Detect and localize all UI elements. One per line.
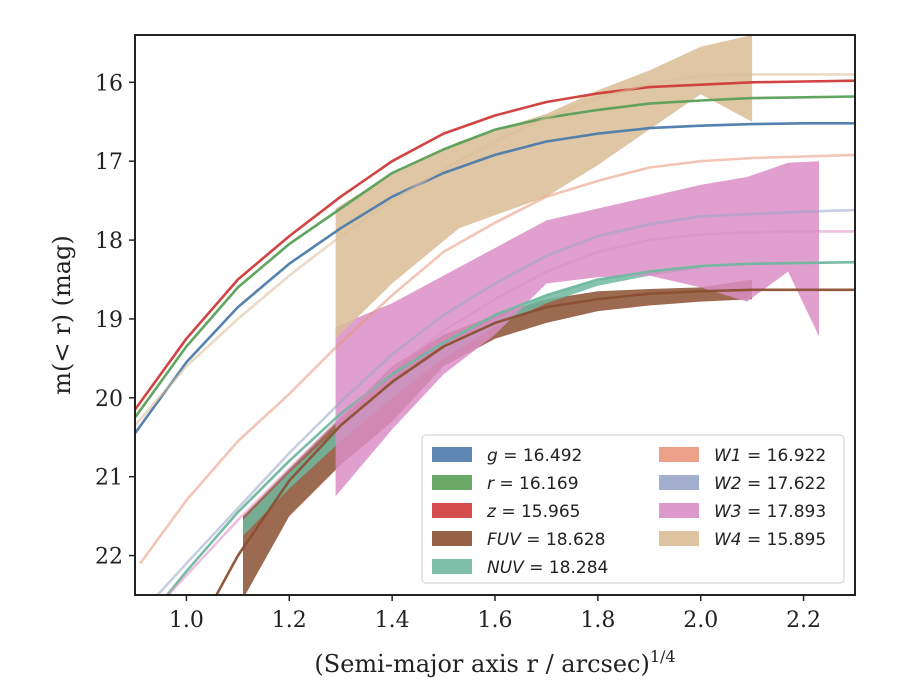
legend-swatch: [432, 447, 472, 462]
y-tick-label: 19: [95, 308, 123, 333]
legend-swatch: [432, 559, 472, 574]
legend-label: r = 16.169: [487, 474, 579, 494]
line-layer: [135, 73, 855, 595]
x-tick-label: 1.0: [169, 608, 204, 633]
series-line-w4: [135, 73, 855, 427]
series-line-z: [135, 79, 855, 411]
series-line-fuv: [214, 288, 855, 595]
legend-swatch: [432, 531, 472, 546]
x-axis-title-text: (Semi-major axis r / arcsec): [314, 650, 649, 678]
legend-label: NUV = 18.284: [487, 558, 608, 578]
band-w4: [335, 35, 753, 339]
legend-label: W2 = 17.622: [714, 474, 826, 494]
legend-swatch: [659, 475, 699, 490]
series-line-r: [135, 95, 855, 419]
y-tick-label: 21: [95, 466, 123, 491]
y-tick-label: 22: [95, 545, 123, 570]
legend-swatch: [432, 475, 472, 490]
band-w3: [335, 161, 819, 497]
legend-item-w2: W2 = 17.622: [659, 474, 826, 494]
y-axis: 16 17 18 19 20 21 22: [95, 71, 135, 570]
legend-item-w1: W1 = 16.922: [659, 446, 826, 466]
legend: g = 16.492 r = 16.169 z = 15.965 FUV = 18.6…: [421, 434, 845, 584]
x-tick-label: 1.8: [580, 608, 615, 633]
legend-label: W3 = 17.893: [714, 502, 826, 522]
y-tick-label: 16: [95, 71, 123, 96]
legend-item-z: z = 15.965: [432, 502, 580, 522]
legend-item-g: g = 16.492: [432, 446, 582, 466]
legend-swatch: [659, 531, 699, 546]
legend-swatch: [432, 503, 472, 518]
y-tick-label: 18: [95, 229, 123, 254]
x-axis-title-superscript: 1/4: [650, 647, 676, 666]
y-tick-label: 17: [95, 150, 123, 175]
legend-label: FUV = 18.628: [487, 530, 605, 550]
legend-swatch: [659, 447, 699, 462]
x-tick-label: 2.2: [786, 608, 821, 633]
series-line-w1: [139, 153, 855, 565]
legend-label: g = 16.492: [487, 446, 582, 466]
legend-item-nuv: NUV = 18.284: [432, 558, 608, 578]
series-line-w2: [155, 208, 855, 595]
legend-label: z = 15.965: [486, 502, 580, 522]
series-line-g: [135, 122, 855, 435]
legend-label: W4 = 15.895: [714, 530, 826, 550]
x-axis: 1.0 1.2 1.4 1.6 1.8 2.0 2.2: [169, 595, 821, 633]
y-axis-title: m(< r) (mag): [48, 235, 76, 394]
series-line-w3: [166, 230, 855, 595]
legend-item-w4: W4 = 15.895: [659, 530, 826, 550]
legend-swatch: [659, 503, 699, 518]
x-axis-title: (Semi-major axis r / arcsec)1/4: [314, 647, 675, 678]
x-tick-label: 2.0: [683, 608, 718, 633]
legend-item-w3: W3 = 17.893: [659, 502, 826, 522]
x-tick-label: 1.4: [375, 608, 410, 633]
x-tick-label: 1.2: [272, 608, 307, 633]
series-line-nuv: [165, 260, 855, 595]
legend-label: W1 = 16.922: [714, 446, 826, 466]
x-tick-label: 1.6: [478, 608, 513, 633]
band-layer: [243, 35, 819, 595]
legend-frame: [421, 434, 845, 584]
legend-item-r: r = 16.169: [432, 474, 579, 494]
y-tick-label: 20: [95, 387, 123, 412]
legend-item-fuv: FUV = 18.628: [432, 530, 605, 550]
